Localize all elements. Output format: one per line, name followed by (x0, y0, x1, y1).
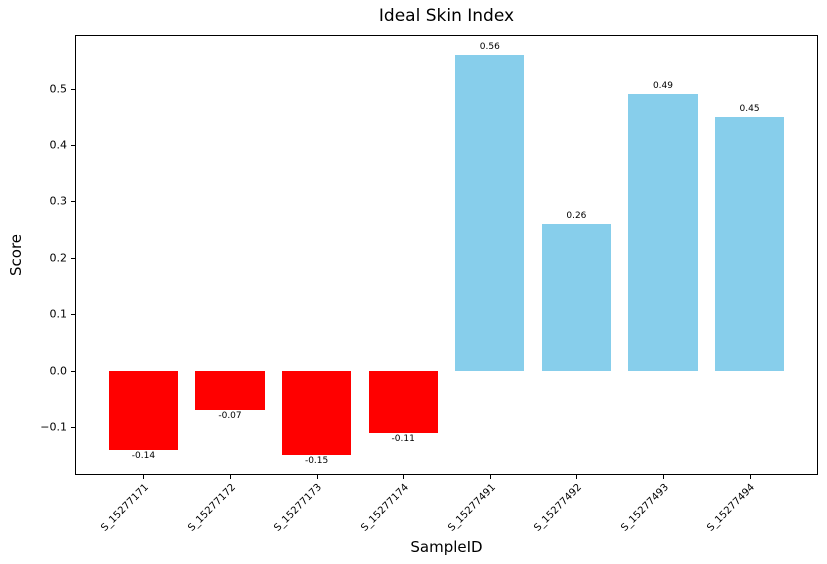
x-tick-label: S_15277174 (359, 482, 411, 534)
y-tick-mark (71, 257, 75, 259)
y-tick-label: 0.3 (49, 194, 68, 208)
x-tick-label: S_15277491 (445, 482, 498, 534)
y-tick-mark (71, 145, 75, 146)
bar-S_15277492 (541, 223, 612, 371)
bar-value-label: 0.45 (739, 103, 760, 114)
y-tick-mark (71, 88, 75, 90)
y-tick-label: −0.1 (40, 420, 67, 434)
bar-S_15277493 (628, 94, 698, 371)
bar-value-label: -0.15 (304, 456, 329, 467)
bar-value-label: -0.14 (131, 450, 156, 461)
bar-value-label: -0.07 (218, 411, 242, 422)
y-tick-mark (71, 370, 75, 372)
x-tick-label: S_15277492 (532, 482, 585, 534)
x-tick-label: S_15277171 (99, 482, 152, 534)
y-tick-mark (71, 427, 75, 429)
bar-value-label: 0.49 (652, 81, 674, 92)
x-tick-mark (662, 475, 664, 479)
bar-value-label: 0.26 (566, 210, 587, 221)
x-tick-mark (403, 475, 405, 479)
x-tick-label: S_15277173 (272, 482, 325, 534)
x-tick-label: S_15277172 (185, 482, 238, 534)
y-tick-label: 0.2 (49, 251, 68, 265)
y-tick-label: 0.5 (49, 82, 68, 96)
bar-S_15277174 (368, 370, 438, 433)
x-tick-mark (576, 475, 578, 479)
y-axis-label: Score (7, 233, 25, 277)
y-tick-label: 0.1 (49, 307, 68, 321)
bar-S_15277171 (108, 370, 179, 450)
x-tick-mark (489, 475, 491, 479)
bar-value-label: 0.56 (479, 41, 500, 52)
bar-value-label: -0.11 (391, 433, 415, 444)
y-tick-mark (71, 314, 75, 316)
bar-S_15277491 (455, 54, 525, 371)
x-tick-label: S_15277494 (705, 482, 758, 534)
chart-title: Ideal Skin Index (378, 6, 515, 26)
x-tick-mark (143, 475, 145, 479)
bar-S_15277172 (195, 370, 265, 411)
bar-S_15277173 (281, 370, 352, 456)
x-tick-mark (316, 475, 318, 479)
x-tick-label: S_15277493 (618, 482, 671, 534)
x-axis-label: SampleID (410, 538, 483, 556)
bar-S_15277494 (714, 116, 785, 371)
plot-area (75, 35, 818, 475)
y-tick-label: 0.4 (49, 138, 68, 152)
y-tick-label: 0.0 (49, 364, 68, 378)
x-tick-mark (230, 475, 231, 479)
x-tick-mark (749, 475, 751, 479)
y-tick-mark (71, 201, 75, 203)
